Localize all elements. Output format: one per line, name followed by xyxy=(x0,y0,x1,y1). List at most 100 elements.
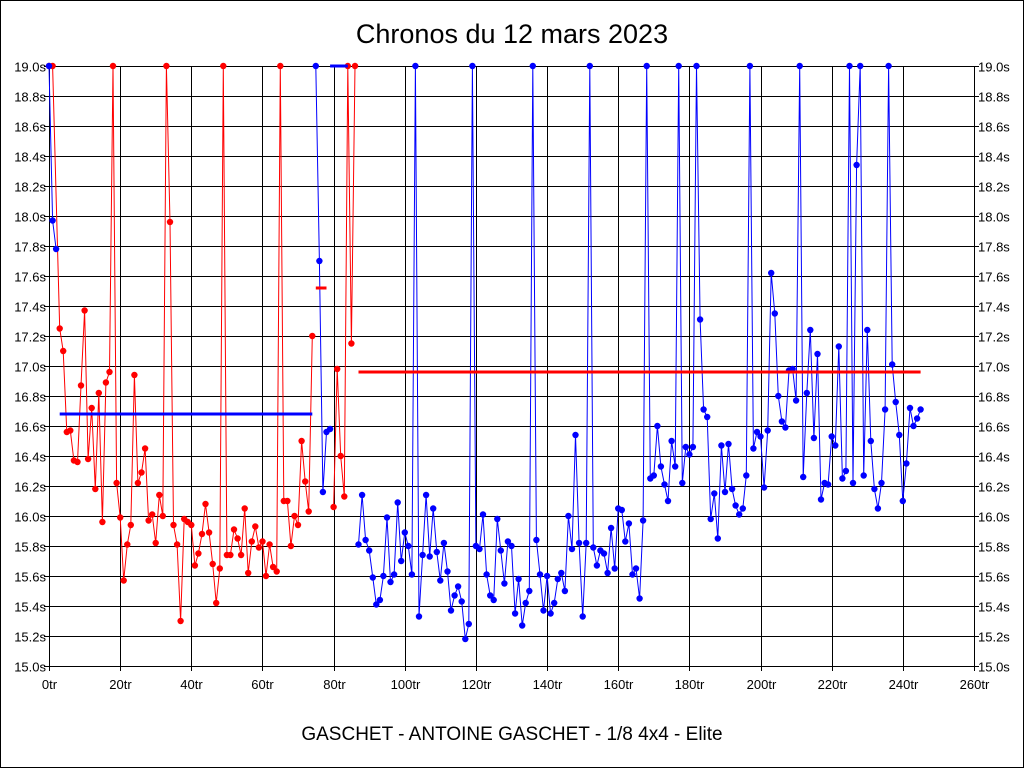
data-point xyxy=(892,398,899,406)
chart-subtitle: GASCHET - ANTOINE GASCHET - 1/8 4x4 - El… xyxy=(301,724,722,745)
x-axis-labels: 0tr 20tr 40tr 60tr 80tr 100tr 120tr 140tr 160tr 1… xyxy=(42,677,990,692)
y-tick-label-left: 17.6s xyxy=(14,270,46,285)
data-point xyxy=(753,428,761,436)
data-point xyxy=(757,433,764,440)
y-tick-label-left: 16.8s xyxy=(14,390,46,405)
data-point xyxy=(49,217,56,224)
data-point xyxy=(590,544,597,551)
data-point xyxy=(291,512,298,520)
data-point xyxy=(732,502,739,509)
y-tick-label-left: 16.6s xyxy=(14,420,46,435)
data-point xyxy=(607,524,615,532)
data-point xyxy=(910,422,917,430)
data-point xyxy=(725,440,732,448)
data-point xyxy=(501,580,508,587)
data-point xyxy=(334,365,341,373)
data-point xyxy=(686,451,693,458)
x-tick-label: 40tr xyxy=(180,677,203,692)
data-point xyxy=(237,551,245,559)
data-point xyxy=(462,635,469,643)
y-tick-label-left: 15.0s xyxy=(14,660,46,675)
data-point xyxy=(889,361,896,368)
data-point xyxy=(259,538,266,545)
data-point xyxy=(476,545,483,553)
data-point xyxy=(849,479,857,487)
data-point xyxy=(583,539,590,547)
x-tick-label: 80tr xyxy=(323,677,346,692)
y-tick-label-left: 18.0s xyxy=(14,210,46,225)
data-point xyxy=(362,536,369,544)
y-tick-label-left: 19.0s xyxy=(14,60,46,75)
data-point xyxy=(885,62,892,70)
y-axis-right-labels: 19.0s 18.8s 18.6s 18.4s 18.2s 18.0s 17.8s 17.6s… xyxy=(978,60,1010,675)
data-point xyxy=(77,382,85,389)
data-point xyxy=(547,610,554,617)
data-point xyxy=(330,503,337,511)
data-point xyxy=(913,415,921,422)
y-tick-label-left: 18.8s xyxy=(14,90,46,105)
data-point xyxy=(679,479,686,487)
data-point xyxy=(451,592,458,599)
data-point xyxy=(84,455,92,463)
data-point xyxy=(341,493,348,500)
series-line xyxy=(49,65,313,622)
data-point xyxy=(764,427,771,434)
data-point xyxy=(881,406,889,413)
data-point xyxy=(230,526,238,533)
data-point xyxy=(124,541,131,548)
data-point xyxy=(853,161,860,169)
data-point xyxy=(234,535,241,542)
data-point xyxy=(312,62,319,70)
data-point xyxy=(163,62,170,70)
data-point xyxy=(355,541,362,548)
data-point xyxy=(842,467,850,475)
data-point xyxy=(490,596,497,604)
data-point xyxy=(522,599,529,607)
data-point xyxy=(511,610,519,617)
grid-lines xyxy=(49,66,975,667)
data-point xyxy=(718,442,725,449)
data-point xyxy=(444,568,451,575)
data-point xyxy=(195,550,202,557)
data-point xyxy=(294,521,302,529)
data-point xyxy=(469,62,476,70)
y-tick-label-right: 15.0s xyxy=(978,660,1010,675)
data-point xyxy=(800,473,807,481)
data-point xyxy=(817,496,825,503)
data-point xyxy=(113,479,120,487)
data-point xyxy=(188,521,195,529)
data-point xyxy=(277,62,284,70)
data-point xyxy=(394,499,401,506)
data-point xyxy=(266,541,273,548)
data-point xyxy=(832,442,839,449)
y-tick-label-left: 15.6s xyxy=(14,570,46,585)
data-point xyxy=(835,343,842,350)
data-point xyxy=(141,445,149,452)
data-point xyxy=(551,599,558,607)
data-point xyxy=(857,62,864,70)
data-point xyxy=(405,542,412,550)
y-tick-label-left: 18.4s xyxy=(14,150,46,165)
y-tick-label-left: 16.4s xyxy=(14,450,46,465)
data-point xyxy=(515,575,522,583)
data-point xyxy=(198,530,206,538)
data-point xyxy=(554,575,561,583)
data-point xyxy=(99,518,106,526)
data-point xyxy=(728,485,736,493)
data-point xyxy=(689,443,697,451)
data-point xyxy=(131,371,138,379)
data-point xyxy=(675,62,682,70)
data-point xyxy=(739,505,746,512)
data-point xyxy=(248,538,255,545)
data-point xyxy=(284,497,291,505)
data-point xyxy=(629,571,636,578)
data-point xyxy=(714,535,721,542)
data-point xyxy=(149,511,156,518)
data-point xyxy=(401,529,408,536)
data-point xyxy=(227,551,234,559)
y-tick-label-right: 18.8s xyxy=(978,90,1010,105)
data-point xyxy=(611,565,618,572)
data-point xyxy=(305,508,312,515)
